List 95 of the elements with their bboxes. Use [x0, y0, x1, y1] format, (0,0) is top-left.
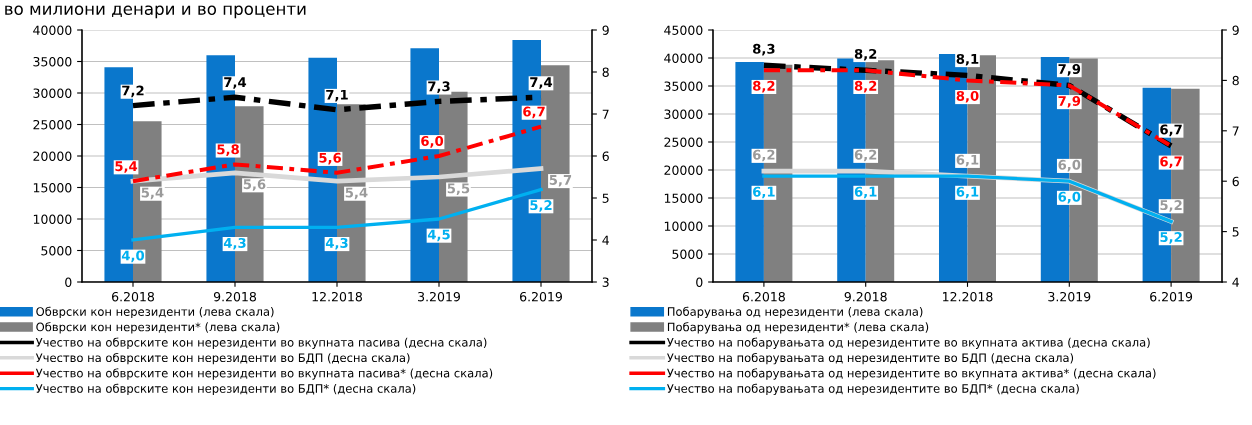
x-tick-label: 9.2018: [213, 291, 257, 302]
data-label: 4,3: [325, 237, 348, 250]
y-tick-label: 20000: [33, 151, 72, 161]
data-label: 4,5: [427, 229, 450, 242]
legend-label: Побарувања од нерезиденти (лева скала): [667, 306, 923, 319]
data-label: 6,7: [523, 106, 545, 119]
data-label: 7,1: [326, 89, 348, 102]
data-label: 6,2: [753, 149, 775, 162]
data-label: 6,1: [753, 186, 775, 199]
data-label: 5,4: [115, 161, 138, 173]
data-label: 5,2: [530, 200, 552, 212]
x-tick-label: 6.2019: [1150, 291, 1193, 302]
y-tick-label: 35000: [33, 56, 72, 67]
legend-label: Побарувања од нерезиденти* (лева скала): [667, 322, 929, 334]
data-label: 8,0: [956, 90, 979, 103]
data-label: 6,7: [1160, 124, 1182, 137]
data-label: 7,9: [1058, 64, 1081, 76]
y2-tick-label: 7: [1232, 126, 1239, 136]
data-label: 6,0: [1058, 159, 1081, 172]
data-label: 6,0: [421, 135, 444, 148]
data-label: 6,1: [956, 186, 979, 199]
legend-label: Обврски кон нерезиденти (лева скала): [36, 306, 274, 319]
y2-tick-label: 3: [602, 277, 609, 287]
y2-tick-label: 6: [602, 151, 609, 161]
y-tick-label: 30000: [33, 88, 72, 98]
y2-tick-label: 9: [1232, 25, 1239, 35]
data-label: 6,7: [1160, 156, 1182, 169]
x-tick-label: 6.2018: [742, 291, 785, 302]
y2-tick-label: 6: [1232, 176, 1239, 187]
data-label: 8,2: [753, 80, 775, 93]
y2-tick-label: 4: [1232, 277, 1239, 287]
data-label: 6,0: [1058, 191, 1081, 204]
y-tick-label: 10000: [33, 214, 72, 224]
data-label: 4,0: [121, 250, 145, 263]
data-label: 8,2: [854, 48, 877, 61]
data-label: 5,2: [1160, 200, 1182, 212]
data-label: 7,4: [530, 77, 553, 89]
data-label: 7,9: [1058, 95, 1081, 108]
y-tick-label: 40000: [664, 53, 703, 63]
legend-label: Учество на обврските кон нерезиденти во БДП (десна скала): [35, 352, 410, 365]
y2-tick-label: 4: [602, 235, 609, 245]
legend-label: Обврски кон нерезиденти* (лева скала): [36, 322, 280, 334]
y-tick-label: 25000: [33, 119, 72, 130]
y2-tick-label: 8: [1232, 75, 1239, 86]
data-label: 5,8: [217, 144, 239, 157]
data-label: 8,2: [854, 80, 877, 93]
data-label: 7,4: [224, 77, 247, 89]
x-tick-label: 9.2018: [844, 291, 887, 302]
data-label: 6,1: [956, 154, 979, 167]
legend-label: Учество на побарувањата од нерезидентите во БДП (десна скала): [667, 352, 1074, 365]
y-tick-label: 5000: [41, 245, 72, 256]
data-label: 8,3: [753, 43, 775, 56]
data-label: 5,2: [1160, 232, 1182, 244]
y-tick-label: 5000: [672, 249, 703, 259]
x-tick-label: 3.2019: [418, 291, 460, 302]
data-label: 8,1: [956, 53, 979, 66]
data-label: 5,4: [141, 187, 164, 200]
data-label: 7,2: [122, 85, 144, 98]
y-tick-label: 20000: [664, 165, 703, 175]
legend-label: Учество на обврските кон нерезиденти во вкупната пасива* (десна скала): [35, 368, 493, 380]
x-tick-label: 12.2018: [312, 291, 362, 302]
y-tick-label: 30000: [664, 109, 703, 119]
y-tick-label: 35000: [664, 81, 703, 91]
legend-label: Учество на обврските кон нерезиденти во БДП* (десна скала): [35, 383, 416, 396]
y2-tick-label: 5: [1232, 227, 1239, 237]
legend-label: Учество на побарувањата од нерезидентите во вкупната актива (десна скала): [667, 337, 1150, 349]
y-tick-label: 0: [65, 277, 72, 287]
y-tick-label: 25000: [664, 137, 703, 147]
y2-tick-label: 9: [602, 25, 609, 35]
data-label: 6,2: [854, 149, 877, 162]
y-tick-label: 0: [696, 277, 703, 287]
y-tick-label: 15000: [664, 193, 703, 203]
data-label: 5,7: [549, 175, 572, 187]
data-label: 5,4: [345, 187, 368, 200]
y2-tick-label: 5: [602, 193, 609, 203]
y-tick-label: 45000: [664, 25, 703, 35]
data-label: 6,1: [854, 186, 877, 199]
data-label: 7,3: [428, 81, 450, 94]
legend-label: Учество на побарувањата од нерезидентите во вкупната актива* (десна скала): [667, 368, 1156, 380]
data-label: 4,3: [223, 237, 246, 250]
y-tick-label: 10000: [664, 221, 703, 231]
x-tick-label: 6.2019: [520, 291, 562, 302]
y2-tick-label: 7: [602, 109, 609, 119]
data-label: 5,6: [243, 179, 266, 191]
data-label: 5,5: [447, 183, 470, 196]
x-tick-label: 6.2018: [112, 291, 155, 302]
legend-label: Учество на обврските кон нерезиденти во вкупната пасива (десна скала): [35, 337, 487, 349]
y2-tick-label: 8: [602, 67, 609, 77]
legend-label: Учество на побарувањата од нерезидентите во БДП* (десна скала): [667, 383, 1079, 396]
x-tick-label: 12.2018: [943, 291, 993, 302]
y-tick-label: 40000: [33, 25, 72, 35]
chart-title: во милиони денари и во проценти: [5, 5, 306, 19]
data-label: 5,6: [319, 152, 342, 165]
x-tick-label: 3.2019: [1048, 291, 1091, 302]
y-tick-label: 15000: [33, 182, 72, 193]
